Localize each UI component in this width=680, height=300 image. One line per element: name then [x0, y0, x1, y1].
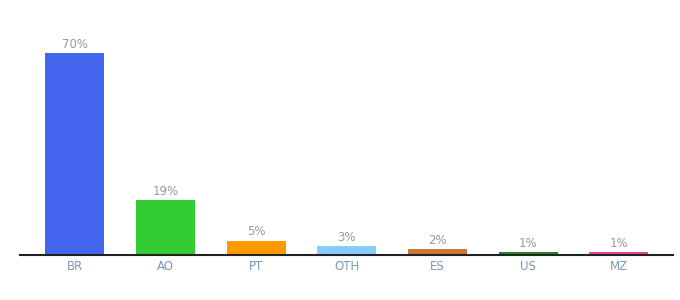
Bar — [498, 252, 558, 255]
Text: 3%: 3% — [337, 231, 356, 244]
Bar — [408, 249, 467, 255]
Bar — [136, 200, 195, 255]
Bar — [226, 241, 286, 255]
Bar — [318, 246, 376, 255]
Text: 2%: 2% — [428, 234, 447, 247]
Bar — [46, 53, 104, 255]
Text: 5%: 5% — [247, 225, 265, 238]
Text: 19%: 19% — [152, 185, 179, 198]
Text: 70%: 70% — [62, 38, 88, 51]
Bar — [590, 252, 648, 255]
Text: 1%: 1% — [519, 237, 537, 250]
Text: 1%: 1% — [609, 237, 628, 250]
